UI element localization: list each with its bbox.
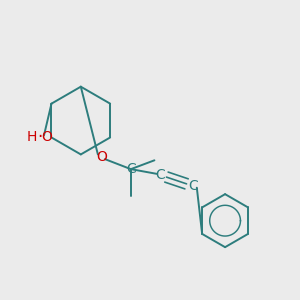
Text: C: C — [126, 162, 136, 176]
Text: C: C — [188, 179, 198, 193]
Text: ·: · — [37, 128, 42, 146]
Text: H: H — [27, 130, 38, 144]
Text: O: O — [96, 150, 107, 164]
Text: O: O — [41, 130, 52, 144]
Text: C: C — [155, 168, 165, 182]
